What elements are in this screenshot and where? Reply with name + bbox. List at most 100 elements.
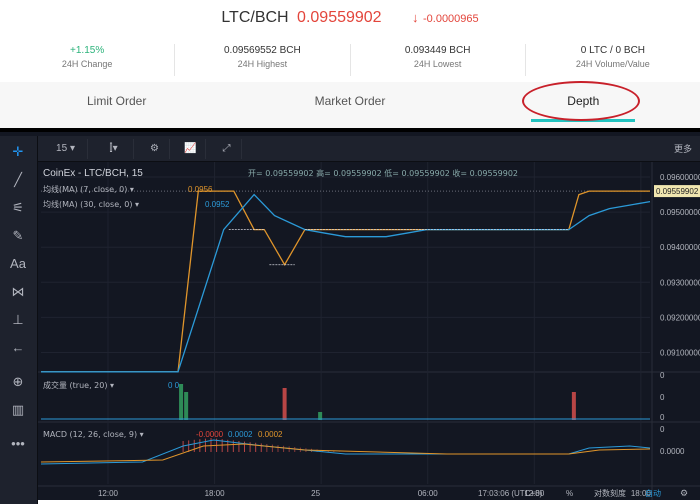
volume-legend: 成交量 (true, 20) ▾ (43, 380, 114, 390)
stat-label: 24H Highest (237, 59, 288, 69)
bars-icon[interactable]: ▥ (11, 402, 25, 417)
text-tool-icon[interactable]: Aa (10, 256, 26, 271)
price-header: LTC/BCH 0.09559902 ↓ -0.0000965 (0, 0, 700, 38)
stat-value: 0 LTC / 0 BCH (580, 45, 646, 56)
more-button[interactable]: 更多 (673, 144, 692, 154)
trend-line-icon[interactable]: ╱ (14, 172, 22, 187)
chart-settings-icon[interactable]: ⚙ (680, 488, 688, 498)
ohlc-readout: 开= 0.09559902 高= 0.09559902 低= 0.0955990… (248, 168, 518, 178)
price-change: -0.0000965 (422, 13, 479, 25)
last-price: 0.09559902 (297, 9, 382, 26)
ma30-value: 0.0952 (205, 200, 230, 209)
ma-lines (41, 190, 651, 373)
volume-bar (179, 384, 184, 420)
volume-bar (282, 388, 287, 420)
interval-value: 15 (56, 143, 68, 154)
volume-bar (571, 392, 576, 420)
stat-value: 0.093449 BCH (404, 45, 471, 56)
fullscreen-icon: ⤢ (222, 143, 231, 154)
interval-select[interactable]: 15 ▾ (44, 139, 88, 159)
volume-tick-label: 0 (660, 413, 665, 422)
x-tick-label: 18:00 (631, 489, 652, 498)
stat-value: +1.15% (70, 45, 105, 56)
volume-bars (41, 384, 650, 420)
indicators-button[interactable]: 📈 (176, 139, 206, 159)
percent-toggle[interactable]: % (566, 489, 573, 498)
volume-tick-label: 0 (660, 393, 665, 402)
macd-panel (40, 438, 651, 465)
volume-bar (318, 412, 323, 420)
x-tick-label: 18:00 (205, 489, 226, 498)
current-price-label: 0.09559902 (656, 187, 699, 196)
chart-widget: ✛ ╱ ⚟ ✎ Aa ⋈ ⊥ ← ⊕ ▥ ••• 15 ▾ ⫿▾ ⚙ 📈 ⤢ 更… (0, 128, 700, 504)
ma30-legend: 均线(MA) (30, close, 0) ▾ (43, 199, 139, 209)
zoom-icon[interactable]: ⊕ (12, 374, 24, 389)
y-tick-label: 0.09300000 (660, 278, 700, 287)
chart-title: CoinEx - LTC/BCH, 15 (43, 168, 143, 179)
x-tick-label: 25 (311, 489, 320, 498)
footer-time: 17:03:06 (UTC+8) (478, 489, 543, 498)
volume-bar (184, 392, 189, 420)
pair-name: LTC/BCH (221, 9, 289, 26)
series-line-ma7 (41, 190, 650, 373)
tab-label: Limit Order (86, 94, 147, 108)
current-price-badge (654, 185, 700, 198)
stat-24h-change: +1.15% 24H Change (0, 44, 176, 76)
more-tools-icon[interactable]: ••• (11, 436, 25, 451)
fullscreen-button[interactable]: ⤢ (212, 139, 242, 159)
gear-icon: ⚙ (150, 143, 159, 154)
drawing-toolbar: ✛ ╱ ⚟ ✎ Aa ⋈ ⊥ ← ⊕ ▥ ••• (0, 136, 38, 504)
candle-type-button[interactable]: ⫿▾ (94, 139, 134, 159)
stat-24h-highest: 0.09569552 BCH 24H Highest (175, 44, 351, 76)
arrow-left-icon[interactable]: ← (11, 340, 25, 355)
stat-label: 24H Lowest (413, 59, 462, 69)
ma7-legend: 均线(MA) (7, close, 0) ▾ (43, 184, 134, 194)
signal-line (40, 443, 651, 463)
pattern-icon[interactable]: ⋈ (11, 284, 25, 299)
volume-tick-label: 0 (660, 371, 665, 380)
auto-scale-toggle[interactable]: 自动 (645, 488, 661, 498)
stat-value: 0.09569552 BCH (224, 45, 301, 56)
y-tick-label: 0.09600000 (660, 173, 700, 182)
measure-icon[interactable]: ⊥ (12, 312, 24, 327)
macd-legend: MACD (12, 26, close, 9) ▾ (43, 430, 144, 439)
candles-icon: ⫿▾ (109, 143, 118, 154)
macd-tick-label: 0 (660, 425, 665, 434)
y-tick-label: 0.09100000 (660, 348, 700, 357)
ma7-value: 0.0956 (188, 185, 213, 194)
brush-icon[interactable]: ✎ (12, 228, 24, 243)
x-tick-label: 12:00 (98, 489, 119, 498)
x-tick-label: 12:00 (524, 489, 545, 498)
macd-value-1: -0.0000 (196, 430, 224, 439)
stat-label: 24H Change (61, 59, 113, 69)
settings-button[interactable]: ⚙ (140, 139, 170, 159)
tab-market-order[interactable]: Market Order (233, 82, 466, 128)
highlight-annotation (522, 81, 640, 121)
stat-24h-volume: 0 LTC / 0 BCH 24H Volume/Value (526, 44, 700, 76)
y-tick-label: 0.09400000 (660, 243, 700, 252)
stat-24h-lowest: 0.093449 BCH 24H Lowest (351, 44, 526, 76)
volume-values: 0 0 (168, 381, 180, 390)
chart-canvas[interactable]: 0.09600000 0.09500000 0.09400000 0.09300000… (38, 162, 700, 500)
series-line-ma30 (41, 193, 651, 373)
crosshair-icon[interactable]: ✛ (12, 144, 24, 159)
log-scale-toggle[interactable]: 对数刻度 (594, 488, 626, 498)
tab-label: Market Order (314, 94, 386, 108)
chart-toolbar: 15 ▾ ⫿▾ ⚙ 📈 ⤢ 更多 (38, 136, 700, 162)
dropdown-arrow-icon: ▾ (69, 143, 75, 154)
y-tick-label: 0.09500000 (660, 208, 700, 217)
axes: 0.09600000 0.09500000 0.09400000 0.09300000… (98, 173, 700, 498)
tab-limit-order[interactable]: Limit Order (0, 82, 233, 128)
y-tick-label: 0.09200000 (660, 313, 700, 322)
stat-label: 24H Volume/Value (575, 59, 650, 69)
stats-bar: +1.15% 24H Change 0.09569552 BCH 24H Hig… (0, 44, 700, 76)
macd-tick-label: 0.0000 (660, 447, 685, 456)
x-tick-label: 06:00 (418, 489, 439, 498)
fib-tool-icon[interactable]: ⚟ (12, 200, 24, 215)
grid (38, 162, 700, 500)
macd-value-2: 0.0002 (228, 430, 253, 439)
macd-line (40, 439, 651, 465)
down-arrow-icon: ↓ (412, 10, 419, 25)
indicators-icon: 📈 (184, 143, 197, 154)
macd-value-3: 0.0002 (258, 430, 283, 439)
